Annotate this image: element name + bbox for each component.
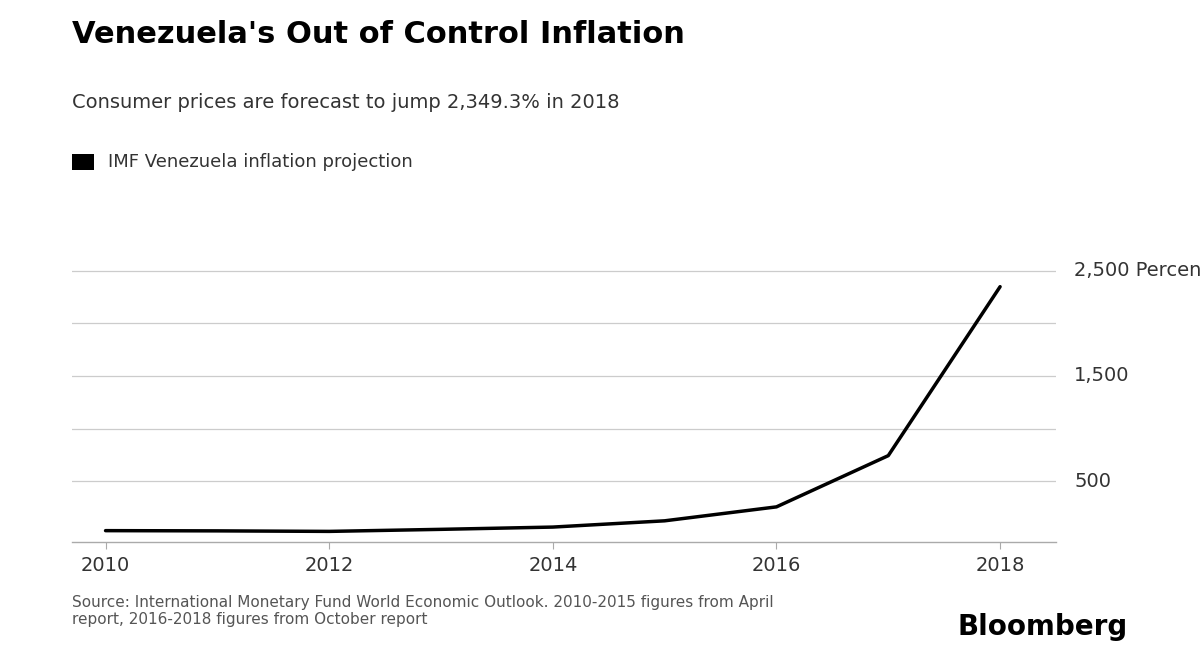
Text: 1,500: 1,500 [1074,366,1129,385]
Text: Source: International Monetary Fund World Economic Outlook. 2010-2015 figures fr: Source: International Monetary Fund Worl… [72,595,774,627]
Text: IMF Venezuela inflation projection: IMF Venezuela inflation projection [108,153,413,171]
Text: Consumer prices are forecast to jump 2,349.3% in 2018: Consumer prices are forecast to jump 2,3… [72,93,619,112]
Text: Venezuela's Out of Control Inflation: Venezuela's Out of Control Inflation [72,20,685,49]
Text: Bloomberg: Bloomberg [958,613,1128,641]
Text: 2,500 Percent: 2,500 Percent [1074,261,1200,280]
Text: 500: 500 [1074,471,1111,490]
